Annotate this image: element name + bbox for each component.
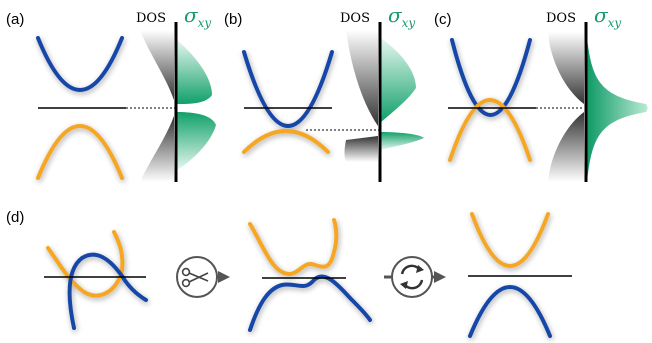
- panel-b-bands: [242, 50, 334, 154]
- panel-c-sigma-peak: [587, 38, 648, 182]
- panel-d-gapped-blue: [468, 285, 552, 338]
- panel-b-dos-lower: [344, 136, 378, 162]
- panel-b-dos-upper: [346, 30, 378, 126]
- panel-d-tangled-blue: [67, 252, 148, 330]
- panel-a-dos-label: DOS: [136, 11, 166, 26]
- panel-c-dos-lower: [548, 112, 584, 182]
- panel-c: (c) DOS σxy: [434, 3, 648, 182]
- panel-c-label: (c): [434, 11, 452, 28]
- panel-b-sigma-lower: [381, 132, 424, 150]
- panel-a-sigma-upper: [177, 40, 212, 104]
- panel-a-dos-lower: [140, 116, 174, 182]
- panel-a: (a) DOS σxy: [6, 3, 216, 182]
- panel-d-cut-blue: [248, 274, 372, 332]
- panel-a-conduction-band: [36, 36, 124, 92]
- panel-b: (b) DOS σxy: [224, 3, 424, 182]
- panel-d-label: (d): [6, 209, 24, 226]
- panel-a-sigma-lower: [177, 112, 216, 170]
- panel-c-sigma-label: σxy: [594, 3, 621, 30]
- panel-b-sigma-upper: [381, 38, 416, 122]
- panel-d-tangled-orange: [46, 230, 125, 298]
- panel-a-valence-band: [36, 124, 124, 180]
- panel-c-valence-band: [448, 98, 532, 162]
- panel-c-bands: [448, 38, 532, 162]
- arrow-right-icon-2: [434, 271, 446, 283]
- panel-d-gapped-orange: [470, 212, 550, 268]
- panel-b-label: (b): [224, 11, 242, 28]
- panel-c-dos-label: DOS: [546, 11, 576, 26]
- panel-a-bands: [36, 36, 124, 180]
- refresh-step: [384, 256, 446, 298]
- panel-b-sigma-label: σxy: [388, 3, 415, 30]
- panel-d-gapped-bands: [468, 212, 552, 338]
- scissors-glyph: [181, 267, 209, 288]
- refresh-icon: [391, 256, 433, 298]
- panel-c-conduction-band: [450, 38, 532, 117]
- panel-d-cut-orange: [248, 218, 339, 276]
- arrow-right-icon: [218, 271, 230, 283]
- panel-d-cut-bands: [248, 218, 372, 332]
- panel-b-dos-label: DOS: [340, 11, 370, 26]
- panel-a-label: (a): [6, 11, 24, 28]
- panel-d-tangled-bands: [46, 230, 148, 330]
- panel-a-dos-upper: [140, 30, 174, 100]
- panel-c-dos-upper: [548, 32, 584, 104]
- scissors-step: [176, 256, 230, 298]
- panel-a-sigma-label: σxy: [184, 3, 211, 30]
- panel-b-conduction-band: [242, 50, 334, 128]
- panel-b-valence-band: [242, 129, 330, 154]
- panel-d: (d): [6, 209, 572, 338]
